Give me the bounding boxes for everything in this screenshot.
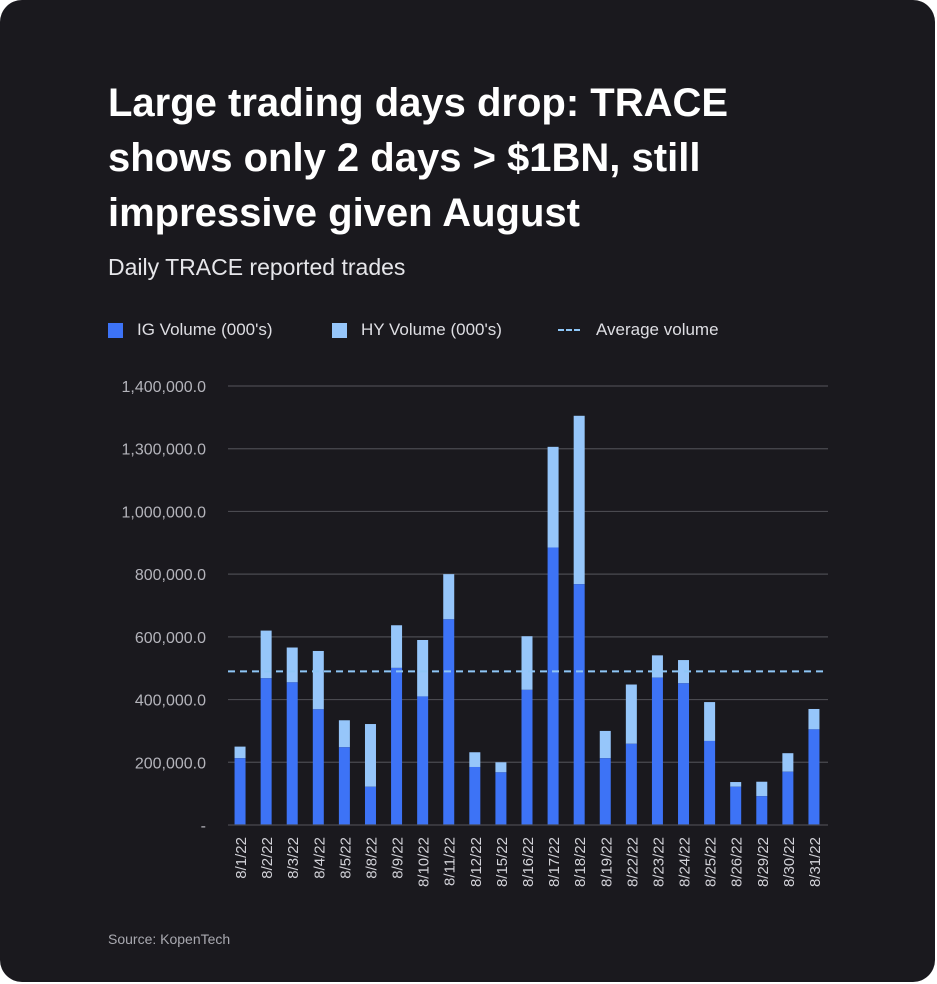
legend-item-ig: IG Volume (000's) [108,320,273,340]
bar-chart: - 200,000.0 400,000.0 600,000.0 800,000.0 1,0… [121,379,828,887]
chart-title: Large trading days drop: TRACE shows onl… [108,81,729,235]
bar-ig-8/19/22 [599,758,611,825]
bar-ig-8/29/22 [756,796,768,825]
bar-hy-8/29/22 [756,781,768,797]
bar-ig-8/26/22 [730,786,742,825]
x-tick-label-11: 8/16/22 [520,837,537,887]
legend-item-average: Average volume [558,320,719,340]
bar-hy-8/11/22 [443,574,455,620]
bar-ig-8/10/22 [417,696,429,825]
x-tick-label-9: 8/12/22 [468,837,485,887]
bar-ig-8/4/22 [312,709,324,825]
x-tick-label-2: 8/3/22 [285,837,302,879]
bar-hy-8/2/22 [260,630,272,679]
x-tick-label-6: 8/9/22 [390,837,407,879]
y-tick-label-1: 200,000.0 [135,755,206,772]
x-tick-label-7: 8/10/22 [416,837,433,887]
bar-hy-8/9/22 [391,625,403,668]
legend-swatch-hy [332,322,347,338]
y-tick-label-4: 800,000.0 [135,567,206,584]
x-tick-label-1: 8/2/22 [259,837,276,879]
x-tick-label-21: 8/30/22 [781,837,798,887]
bar-hy-8/15/22 [495,762,507,773]
bar-ig-8/25/22 [704,740,716,825]
legend-label-hy: HY Volume (000's) [361,320,502,339]
bar-hy-8/25/22 [704,702,716,741]
y-tick-label-7: 1,400,000.0 [121,379,206,396]
x-tick-label-8: 8/11/22 [442,837,459,886]
bar-hy-8/17/22 [547,446,559,548]
x-tick-label-22: 8/31/22 [807,837,824,887]
y-tick-label-0: - [201,818,206,835]
x-tick-label-4: 8/5/22 [337,837,354,879]
x-tick-label-17: 8/24/22 [677,837,694,887]
x-tick-label-16: 8/23/22 [650,837,667,887]
bar-ig-8/11/22 [443,619,455,825]
x-tick-label-14: 8/19/22 [598,837,615,887]
bar-hy-8/30/22 [782,753,794,772]
bar-ig-8/16/22 [521,689,533,825]
bar-ig-8/22/22 [625,743,637,825]
x-tick-label-19: 8/26/22 [729,837,746,887]
x-tick-label-3: 8/4/22 [311,837,328,879]
legend-item-hy: HY Volume (000's) [332,320,502,340]
bar-ig-8/5/22 [338,747,350,825]
bar-hy-8/23/22 [651,655,663,678]
chart-subtitle: Daily TRACE reported trades [108,254,406,280]
x-tick-label-18: 8/25/22 [703,837,720,887]
bar-ig-8/30/22 [782,771,794,825]
legend-dash-average [558,329,580,331]
bar-hy-8/12/22 [469,752,481,767]
x-tick-label-10: 8/15/22 [494,837,511,887]
source-note: Source: KopenTech [108,931,231,947]
bar-ig-8/24/22 [678,683,690,825]
bar-ig-8/2/22 [260,678,272,825]
legend-label-average: Average volume [596,320,719,339]
bar-hy-8/18/22 [573,415,585,585]
bar-hy-8/4/22 [312,650,324,710]
bar-hy-8/24/22 [678,660,690,684]
bar-hy-8/16/22 [521,636,533,690]
legend-swatch-ig [108,322,123,338]
bar-ig-8/15/22 [495,772,507,825]
bar-hy-8/1/22 [234,746,246,759]
x-tick-label-20: 8/29/22 [755,837,772,887]
x-tick-label-13: 8/18/22 [572,837,589,887]
bar-hy-8/19/22 [599,730,611,759]
y-tick-label-3: 600,000.0 [135,630,206,647]
bar-hy-8/10/22 [417,639,429,697]
bar-hy-8/26/22 [730,782,742,787]
bar-hy-8/31/22 [808,708,820,730]
bar-hy-8/3/22 [286,647,298,683]
bar-ig-8/12/22 [469,766,481,825]
bar-hy-8/8/22 [364,724,376,787]
bar-ig-8/18/22 [573,584,585,825]
y-tick-label-6: 1,300,000.0 [121,442,206,459]
x-tick-label-5: 8/8/22 [363,837,380,879]
bar-ig-8/9/22 [391,667,403,825]
x-tick-label-15: 8/22/22 [624,837,641,887]
bar-ig-8/31/22 [808,729,820,825]
bar-ig-8/8/22 [364,786,376,825]
legend-label-ig: IG Volume (000's) [137,320,273,339]
bar-hy-8/22/22 [625,684,637,744]
bar-ig-8/17/22 [547,547,559,825]
x-tick-label-0: 8/1/22 [233,837,250,879]
y-tick-label-5: 1,000,000.0 [121,504,206,521]
bar-ig-8/1/22 [234,758,246,825]
bar-ig-8/3/22 [286,682,298,825]
y-tick-label-2: 400,000.0 [135,693,206,710]
bar-hy-8/5/22 [338,720,350,748]
bar-ig-8/23/22 [651,677,663,825]
x-tick-label-12: 8/17/22 [546,837,563,887]
